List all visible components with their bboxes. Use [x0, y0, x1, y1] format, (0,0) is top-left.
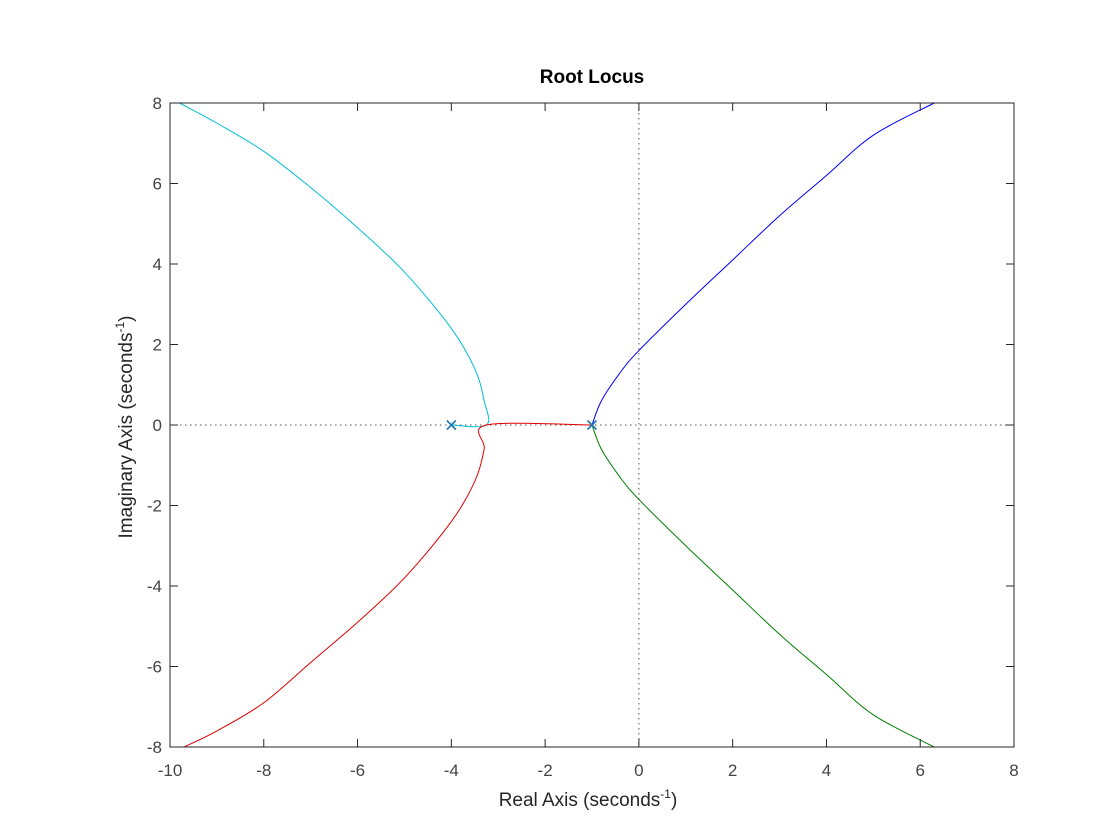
x-axis-title: Real Axis (seconds-1) [499, 787, 678, 811]
pole-marker-2 [586, 419, 598, 431]
x-tick-label: 0 [634, 761, 643, 780]
x-tick-label: 6 [915, 761, 924, 780]
x-tick-label: -4 [444, 761, 459, 780]
x-tick-label: -6 [350, 761, 365, 780]
x-axis-title-text: Real Axis (seconds [499, 790, 661, 811]
locus-branch-3 [179, 102, 490, 428]
series-layer [179, 102, 935, 748]
y-tick-label: 2 [153, 336, 162, 355]
locus-branch-4 [183, 422, 593, 748]
y-axis-title-text: Imaginary Axis (seconds [116, 333, 137, 539]
x-axis-title-exponent: -1 [660, 787, 671, 801]
y-tick-label: -2 [147, 497, 162, 516]
pole-marker-stroke [446, 419, 457, 431]
y-tick-label: 4 [153, 255, 162, 274]
y-tick-label: 8 [153, 94, 162, 113]
y-axis-title-suffix: ) [116, 316, 137, 322]
x-tick-label: 8 [1009, 761, 1018, 780]
y-tick-label: -4 [147, 577, 162, 596]
poles-layer [446, 419, 598, 431]
ticks-layer [169, 102, 1015, 748]
x-tick-label: 2 [728, 761, 737, 780]
chart-title: Root Locus [540, 67, 645, 88]
pole-marker-stroke [586, 419, 598, 431]
locus-branch-1 [591, 102, 935, 426]
locus-branch-2 [591, 424, 935, 748]
x-tick-label: -2 [538, 761, 553, 780]
x-tick-label: -8 [256, 761, 271, 780]
y-tick-label: 6 [153, 175, 162, 194]
x-tick-labels: -10 -8 -6 -4 -2 0 2 4 6 8 [158, 761, 1019, 780]
y-tick-labels: -8 -6 -4 -2 0 2 4 6 8 [147, 94, 162, 757]
x-axis-title-suffix: ) [671, 790, 677, 811]
y-tick-label: -8 [147, 738, 162, 757]
reference-lines [170, 103, 1014, 747]
x-tick-label: -10 [158, 761, 183, 780]
pole-marker-1 [446, 419, 457, 431]
y-axis-title: Imaginary Axis (seconds-1) [113, 316, 137, 539]
y-axis-title-exponent: -1 [113, 322, 127, 333]
y-tick-label: -6 [147, 658, 162, 677]
y-tick-label: 0 [153, 416, 162, 435]
x-tick-label: 4 [822, 761, 831, 780]
